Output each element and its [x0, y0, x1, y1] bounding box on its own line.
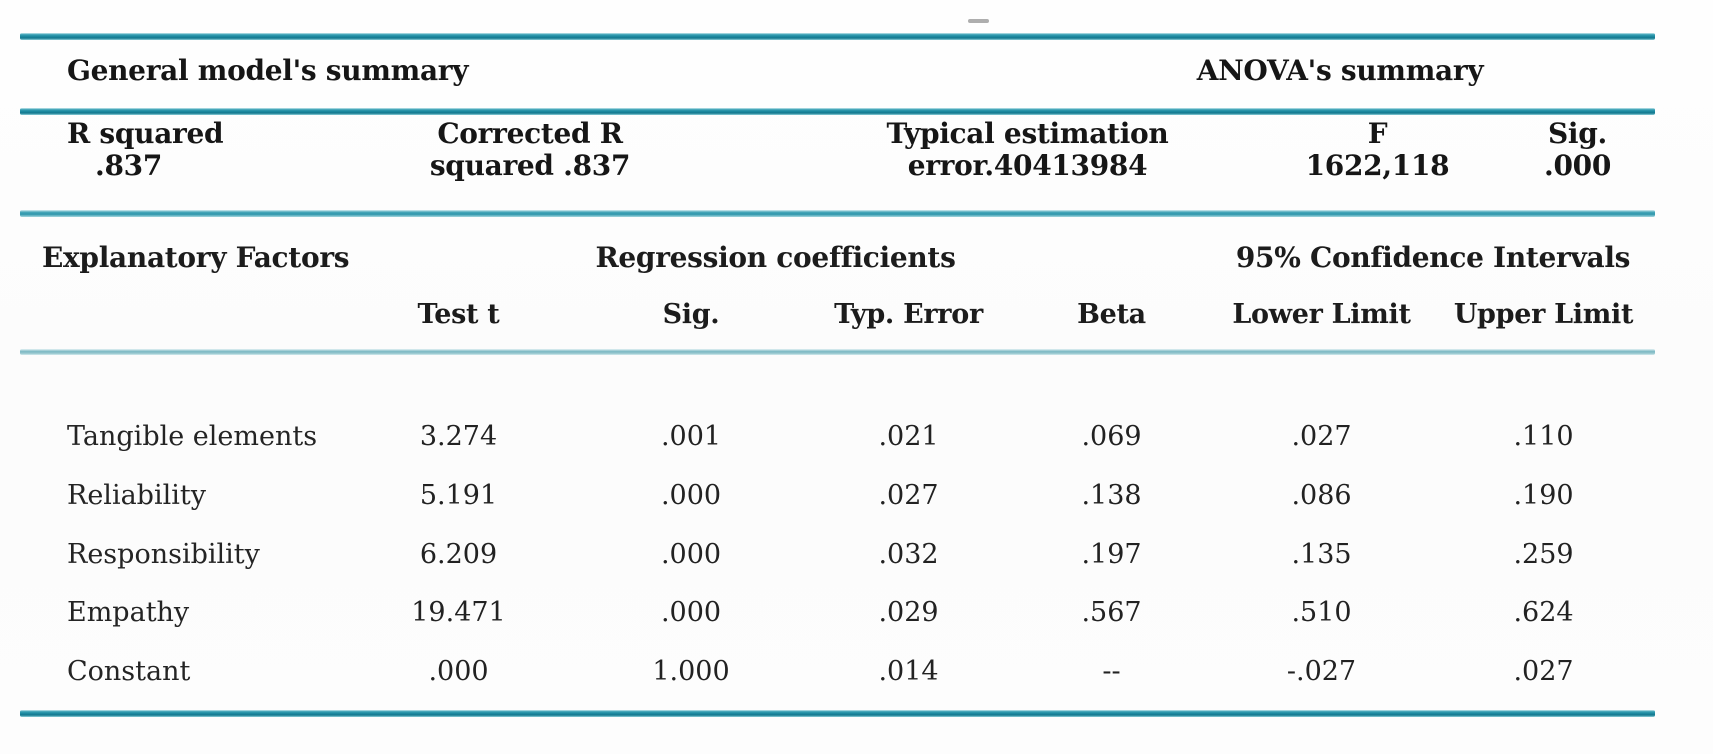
table-row: Responsibility 6.209 .000 .032 .197 .135… — [20, 533, 1655, 577]
model-stats-row: R squared .837 Corrected R squared .837 … — [20, 118, 1655, 182]
stat-value: squared .837 — [429, 149, 631, 182]
factor-label: Empathy — [67, 597, 190, 628]
section-title-row: General model's summary ANOVA's summary — [20, 50, 1655, 92]
stat-value: .837 — [95, 149, 162, 182]
stat-r-squared: R squared .837 — [20, 118, 260, 182]
regression-coefficients-header: Regression coefficients — [595, 241, 956, 274]
sig-value: .000 — [660, 597, 722, 628]
rule-under-section-titles — [20, 108, 1655, 115]
sig-value: .000 — [660, 480, 722, 511]
stat-f: F 1622,118 — [1255, 118, 1500, 182]
rule-under-model-stats — [20, 210, 1655, 217]
upper-limit-value: .259 — [1513, 539, 1574, 570]
table-row: Tangible elements 3.274 .001 .021 .069 .… — [20, 415, 1655, 459]
typ-error-value: .032 — [878, 539, 939, 570]
factor-label: Responsibility — [67, 539, 260, 570]
stat-label: F — [1367, 117, 1388, 150]
factor-label: Tangible elements — [67, 421, 318, 452]
rule-top — [20, 33, 1655, 40]
general-model-summary-title: General model's summary — [67, 54, 469, 87]
rule-bottom — [20, 710, 1655, 717]
typ-error-value: .014 — [878, 656, 939, 687]
stat-label: Typical estimation — [886, 117, 1169, 150]
stat-sig: Sig. .000 — [1500, 118, 1655, 182]
group-header-row: Explanatory Factors Regression coefficie… — [20, 238, 1655, 278]
stat-label: Sig. — [1548, 117, 1607, 150]
beta-value: .567 — [1081, 597, 1142, 628]
test-t-value: 3.274 — [419, 421, 498, 452]
rule-under-column-headers — [20, 349, 1655, 355]
beta-value: .197 — [1081, 539, 1142, 570]
upper-limit-value: .190 — [1513, 480, 1574, 511]
anova-summary-title: ANOVA's summary — [1196, 54, 1484, 87]
stat-label: R squared — [67, 117, 224, 150]
lower-limit-value: .086 — [1291, 480, 1352, 511]
beta-value: .138 — [1081, 480, 1142, 511]
upper-limit-value: .027 — [1513, 656, 1574, 687]
top-dash-mark — [968, 19, 989, 23]
stat-value: error.40413984 — [907, 149, 1148, 182]
typ-error-value: .029 — [878, 597, 939, 628]
column-header-test-t: Test t — [417, 299, 500, 330]
lower-limit-value: -.027 — [1286, 656, 1357, 687]
column-header-typ-error: Typ. Error — [834, 299, 983, 330]
typ-error-value: .021 — [878, 421, 939, 452]
test-t-value: 6.209 — [419, 539, 498, 570]
column-header-beta: Beta — [1077, 299, 1146, 330]
beta-value: -- — [1102, 656, 1121, 687]
explanatory-factors-header: Explanatory Factors — [42, 241, 350, 274]
test-t-value: 5.191 — [419, 480, 498, 511]
stat-label: Corrected R — [437, 117, 623, 150]
column-header-row: Test t Sig. Typ. Error Beta Lower Limit … — [20, 295, 1655, 335]
typ-error-value: .027 — [878, 480, 939, 511]
table-row: Reliability 5.191 .000 .027 .138 .086 .1… — [20, 474, 1655, 518]
column-header-upper-limit: Upper Limit — [1453, 299, 1634, 330]
column-header-empty — [20, 295, 340, 335]
lower-limit-value: .510 — [1291, 597, 1352, 628]
upper-limit-value: .110 — [1513, 421, 1574, 452]
sig-value: .001 — [660, 421, 722, 452]
factor-label: Reliability — [67, 480, 206, 511]
sig-value: 1.000 — [652, 656, 730, 687]
lower-limit-value: .135 — [1291, 539, 1352, 570]
stat-value: .000 — [1544, 149, 1611, 182]
sig-value: .000 — [660, 539, 722, 570]
table-row: Empathy 19.471 .000 .029 .567 .510 .624 — [20, 591, 1655, 635]
stat-typical-estimation-error: Typical estimation error.40413984 — [800, 118, 1255, 182]
upper-limit-value: .624 — [1513, 597, 1574, 628]
beta-value: .069 — [1081, 421, 1142, 452]
table-row: Constant .000 1.000 .014 -- -.027 .027 — [20, 650, 1655, 694]
test-t-value: 19.471 — [411, 597, 506, 628]
stat-value: 1622,118 — [1305, 149, 1450, 182]
lower-limit-value: .027 — [1291, 421, 1352, 452]
column-header-sig: Sig. — [662, 299, 720, 330]
column-header-lower-limit: Lower Limit — [1232, 299, 1411, 330]
stat-corrected-r-squared: Corrected R squared .837 — [260, 118, 800, 182]
factor-label: Constant — [67, 656, 191, 687]
test-t-value: .000 — [428, 656, 489, 687]
confidence-intervals-header: 95% Confidence Intervals — [1235, 241, 1631, 274]
